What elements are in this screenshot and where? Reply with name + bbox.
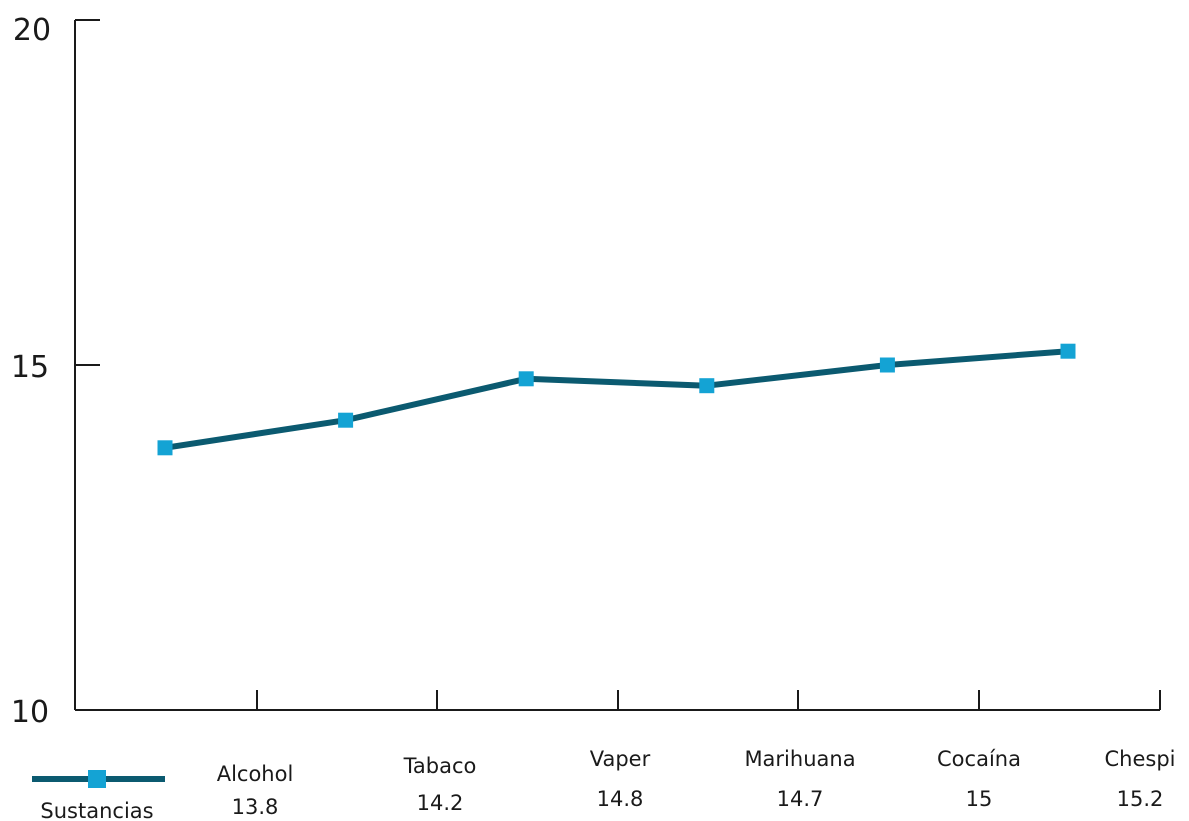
legend-label: Sustancias (40, 799, 153, 821)
value-label-vaper: 14.8 (597, 787, 644, 811)
data-point-cocaina (879, 357, 895, 373)
data-point-alcohol (157, 440, 173, 456)
category-label-alcohol: Alcohol (217, 762, 294, 786)
y-tick-label-15: 15 (11, 350, 49, 385)
value-label-cocaina: 15 (966, 787, 993, 811)
value-label-alcohol: 13.8 (232, 795, 279, 819)
value-label-tabaco: 14.2 (417, 791, 464, 815)
category-label-marihuana: Marihuana (744, 747, 855, 771)
data-point-tabaco (338, 412, 354, 428)
legend-marker-swatch (88, 770, 106, 788)
series-markers (157, 343, 1076, 456)
y-tick-label-10: 10 (11, 695, 49, 730)
data-point-vaper (518, 371, 534, 387)
category-label-chespi: Chespi (1105, 747, 1176, 771)
category-label-vaper: Vaper (590, 747, 651, 771)
value-label-chespi: 15.2 (1117, 787, 1164, 811)
x-tick-marks (256, 690, 1161, 710)
data-point-chespi (1060, 343, 1076, 359)
y-tick-label-20: 20 (13, 13, 51, 48)
value-label-marihuana: 14.7 (777, 787, 824, 811)
series-line-sustancias (164, 348, 1069, 451)
category-label-cocaina: Cocaína (937, 747, 1021, 771)
category-labels: Alcohol Tabaco Vaper Marihuana Cocaína C… (217, 747, 1176, 786)
value-labels: 13.8 14.2 14.8 14.7 15 15.2 (232, 787, 1164, 819)
legend: Sustancias (32, 770, 165, 821)
category-label-tabaco: Tabaco (403, 754, 477, 778)
data-point-marihuana (699, 378, 715, 394)
